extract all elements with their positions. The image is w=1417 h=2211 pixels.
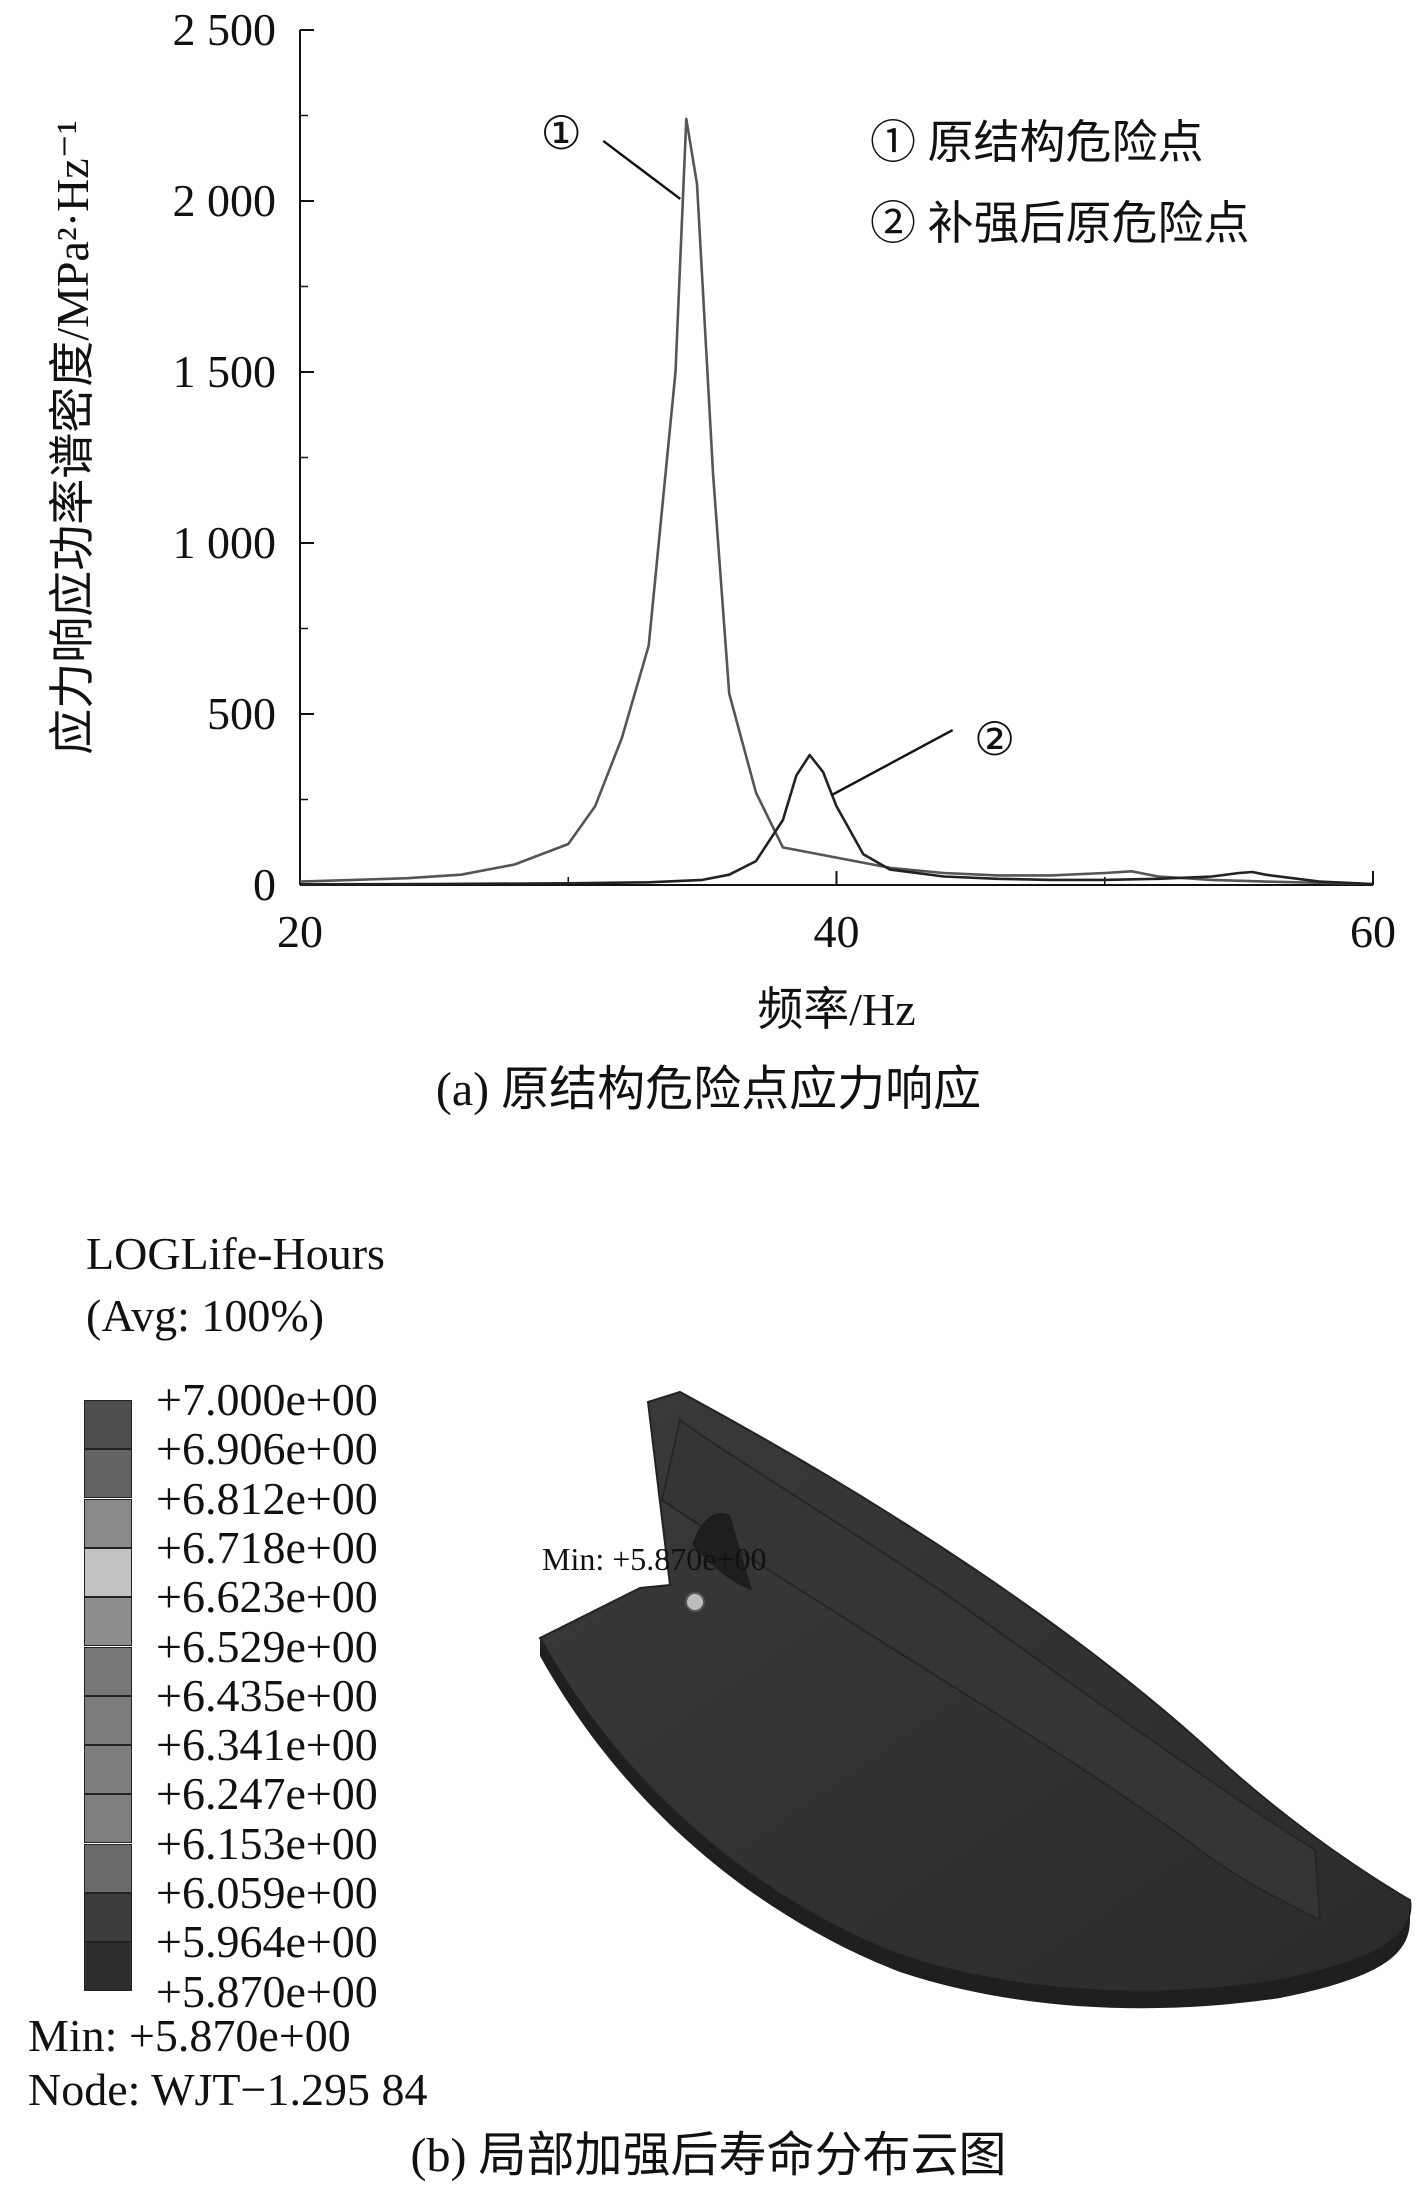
contour-legend-swatch: [84, 1449, 132, 1499]
model-min-spot: [685, 1592, 705, 1612]
chart-annotations: ①②: [541, 108, 1015, 797]
contour-legend-value: +6.341e+00: [156, 1719, 378, 1771]
contour-legend-value: +5.964e+00: [156, 1916, 378, 1968]
contour-legend-value: +6.059e+00: [156, 1867, 378, 1918]
contour-legend-swatch: [84, 1498, 132, 1548]
contour-legend-value: +6.153e+00: [156, 1817, 378, 1869]
legend-entry-2: ② 补强后原危险点: [870, 198, 1250, 249]
callout-leader-2: [831, 728, 954, 797]
y-tick-label: 1 500: [173, 346, 277, 397]
contour-legend-value: +6.718e+00: [156, 1521, 378, 1573]
contour-legend-value: +6.623e+00: [156, 1571, 378, 1623]
contour-legend-swatch: [84, 1400, 132, 1449]
y-axis-title: 应力响应功率谱密度/MPa²·Hz⁻¹: [47, 120, 98, 755]
y-tick-label: 1 000: [173, 517, 277, 568]
contour-legend-value: +6.529e+00: [156, 1620, 378, 1672]
x-tick-label: 60: [1350, 906, 1396, 957]
contour-legend-swatch: [84, 1695, 132, 1745]
psd-chart: 0 500 1 000 1 500 2 000 2 500 20 40 60 频率/Hz 应力响应功…: [47, 4, 1396, 1035]
contour-legend-value: +7.000e+00: [156, 1374, 378, 1425]
contour-legend-swatch: [84, 1893, 132, 1942]
caption-b: (b) 局部加强后寿命分布云图: [410, 2129, 1007, 2182]
contour-legend-swatch: [84, 1745, 132, 1795]
chart-legend: ① 原结构危险点 ② 补强后原危险点: [870, 117, 1250, 249]
y-tick-label: 500: [207, 688, 276, 739]
y-tick-label: 0: [253, 859, 276, 910]
part-life-contour-model: Min: +5.870e+00: [538, 1390, 1412, 2009]
series-line-2: [299, 753, 1374, 886]
chart-axes: 0 500 1 000 1 500 2 000 2 500 20 40 60 频率/Hz 应力响应功…: [47, 4, 1396, 1035]
y-tick-label: 2 500: [173, 4, 277, 55]
contour-min-value: Min: +5.870e+00: [28, 2010, 351, 2061]
callout-leader-1: [602, 139, 682, 200]
model-plate-edge: [540, 1638, 1411, 2009]
legend-entry-1: ① 原结构危险点: [870, 117, 1204, 168]
contour-legend-subtitle: (Avg: 100%): [86, 1290, 325, 1341]
model-slot: [692, 1513, 752, 1590]
contour-legend-value: +6.435e+00: [156, 1669, 378, 1721]
contour-legend-swatch: [84, 1843, 132, 1893]
contour-legend-swatch: [84, 1646, 132, 1696]
contour-legend-value: +6.247e+00: [156, 1768, 378, 1820]
contour-legend-value: +6.812e+00: [156, 1472, 378, 1524]
model-rib: [660, 1418, 1322, 1922]
model-min-label: Min: +5.870e+00: [542, 1541, 767, 1577]
y-tick-label: 2 000: [173, 175, 277, 226]
contour-legend-swatch: [84, 1794, 132, 1844]
chart-series-layer: [299, 117, 1374, 886]
callout-label-2: ②: [974, 714, 1015, 765]
contour-legend-swatch: [84, 1942, 132, 1992]
x-tick-label: 40: [814, 906, 860, 957]
series-line-1: [299, 117, 1374, 886]
contour-legend-swatch: [84, 1547, 132, 1597]
x-axis-title: 频率/Hz: [757, 984, 915, 1035]
contour-legend-value: +5.870e+00: [156, 1965, 378, 2017]
contour-legend-title: LOGLife-Hours: [86, 1228, 385, 1279]
callout-label-1: ①: [541, 108, 582, 159]
caption-a: (a) 原结构危险点应力响应: [435, 1063, 982, 1116]
contour-legend-value: +6.906e+00: [156, 1423, 378, 1475]
x-tick-label: 20: [277, 906, 323, 957]
contour-legend-swatch: [84, 1597, 132, 1647]
contour-min-node: Node: WJT−1.295 84: [28, 2064, 428, 2115]
